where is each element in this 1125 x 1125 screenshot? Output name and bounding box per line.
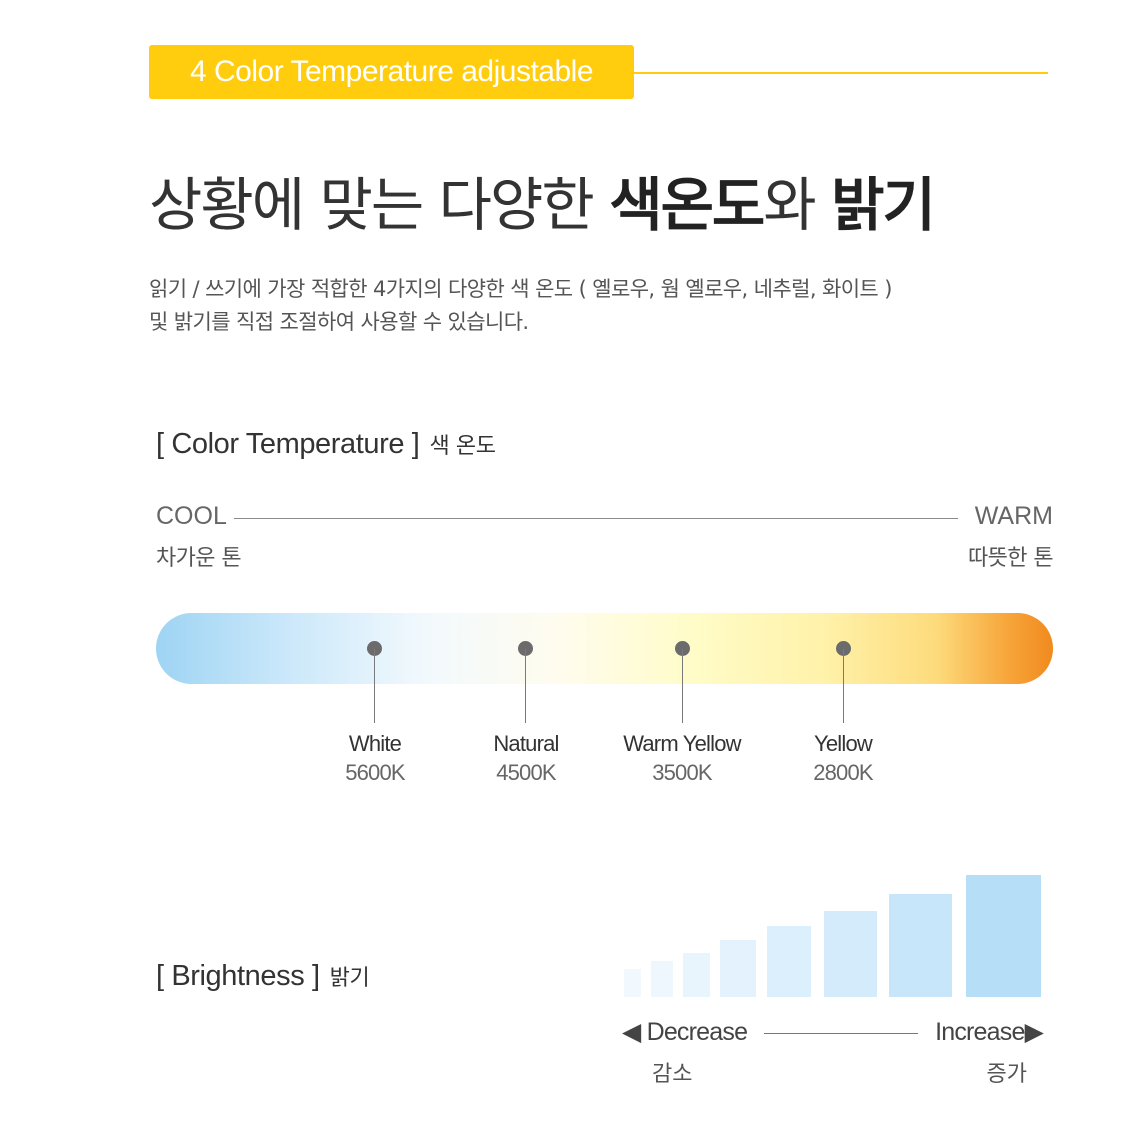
- marker-kelvin-warm-yellow: 3500K: [652, 760, 712, 785]
- color-temperature-gradient-bar: [156, 613, 1053, 684]
- marker-kelvin-yellow: 2800K: [813, 760, 873, 785]
- brightness-title-ko: 밝기: [329, 966, 370, 991]
- page-headline: 상황에 맞는 다양한 색온도와 밝기: [149, 158, 1079, 242]
- brightness-bar-6: [824, 911, 877, 997]
- marker-line-natural: [525, 649, 526, 723]
- feature-badge: 4 Color Temperature adjustable: [149, 45, 634, 99]
- headline-text-1: 상황에 맞는 다양한: [149, 171, 610, 239]
- marker-kelvin-white: 5600K: [345, 760, 405, 785]
- brightness-bar-5: [767, 926, 811, 997]
- brightness-bar-3: [683, 953, 710, 997]
- brightness-bar-7: [889, 894, 952, 997]
- headline-bold-1: 색온도: [609, 171, 765, 239]
- warm-label: WARM: [974, 502, 1053, 530]
- marker-kelvin-natural: 4500K: [496, 760, 556, 785]
- marker-line-white: [374, 649, 375, 723]
- decrease-label-ko: 감소: [652, 1062, 693, 1087]
- description-line-1: 읽기 / 쓰기에 가장 적합한 4가지의 다양한 색 온도 ( 옐로우, 웜 옐…: [149, 277, 892, 301]
- badge-divider: [634, 72, 1048, 74]
- brightness-bar-8: [966, 875, 1041, 997]
- brightness-title: [ Brightness ] 밝기: [156, 960, 370, 993]
- marker-dot-yellow: [836, 641, 851, 656]
- color-temperature-title-en: [ Color Temperature ]: [156, 428, 420, 460]
- brightness-bar-4: [720, 940, 756, 997]
- cool-label: COOL: [156, 502, 227, 530]
- brightness-title-en: [ Brightness ]: [156, 960, 320, 992]
- headline-text-2: 와: [763, 171, 832, 239]
- description: 읽기 / 쓰기에 가장 적합한 4가지의 다양한 색 온도 ( 옐로우, 웜 옐…: [149, 273, 1079, 339]
- increase-label: Increase▶: [935, 1018, 1044, 1046]
- warm-label-ko: 따뜻한 톤: [968, 546, 1054, 571]
- marker-name-yellow: Yellow: [814, 731, 873, 756]
- temperature-scale-line: [234, 518, 958, 519]
- brightness-bar-1: [624, 969, 641, 997]
- headline-bold-2: 밝기: [831, 171, 936, 239]
- marker-name-white: White: [348, 731, 402, 756]
- cool-label-ko: 차가운 톤: [156, 546, 242, 571]
- marker-line-warm-yellow: [682, 649, 683, 723]
- marker-line-yellow: [843, 649, 844, 723]
- decrease-label: ◀ Decrease: [622, 1018, 748, 1046]
- marker-dot-white: [367, 641, 382, 656]
- marker-name-warm-yellow: Warm Yellow: [623, 731, 741, 756]
- color-temperature-title-ko: 색 온도: [429, 434, 496, 459]
- brightness-range-line: [764, 1033, 918, 1034]
- color-temperature-title: [ Color Temperature ] 색 온도: [156, 428, 496, 461]
- description-line-2: 및 밝기를 직접 조절하여 사용할 수 있습니다.: [149, 310, 529, 334]
- marker-name-natural: Natural: [493, 731, 559, 756]
- brightness-bar-2: [651, 961, 673, 997]
- marker-dot-natural: [518, 641, 533, 656]
- increase-label-ko: 증가: [986, 1062, 1027, 1087]
- marker-dot-warm-yellow: [675, 641, 690, 656]
